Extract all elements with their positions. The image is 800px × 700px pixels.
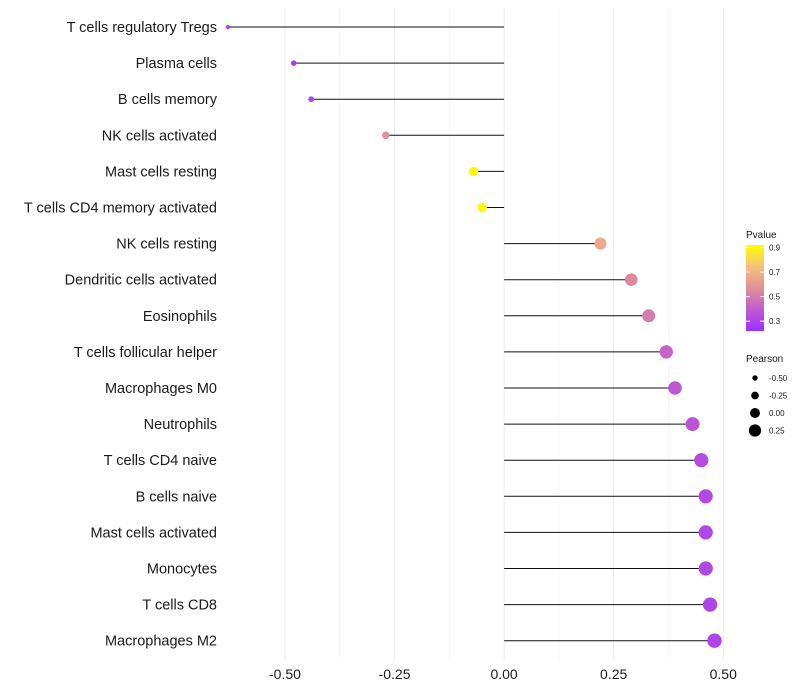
category-label: T cells CD4 naive xyxy=(104,453,217,469)
category-label: T cells regulatory Tregs xyxy=(67,20,217,36)
legend-pvalue-tick-label: 0.5 xyxy=(769,293,781,302)
legend-pvalue-colorbar xyxy=(746,245,764,331)
legend-pearson-dot xyxy=(751,391,759,400)
category-label: Neutrophils xyxy=(144,417,217,433)
category-label: NK cells resting xyxy=(116,237,217,253)
category-label: B cells memory xyxy=(118,92,218,108)
category-label: Macrophages M0 xyxy=(105,381,217,397)
lollipop-point xyxy=(225,24,231,30)
legend-pearson-label: -0.50 xyxy=(769,374,788,383)
x-tick-label: -0.25 xyxy=(379,666,411,682)
x-tick-label: -0.50 xyxy=(269,666,301,682)
point-layer xyxy=(225,24,722,648)
lollipop-point xyxy=(642,309,656,323)
legend-pvalue: Pvalue 0.9 0.7 0.5 0.3 xyxy=(746,230,781,331)
lollipop-point xyxy=(698,525,713,540)
x-tick-label: 0.50 xyxy=(710,666,737,682)
stem-layer xyxy=(228,26,715,642)
lollipop-point xyxy=(290,60,297,66)
legend-pearson-label: 0.25 xyxy=(769,427,785,436)
lollipop-point xyxy=(477,202,487,213)
x-axis-ticks: -0.50 -0.25 0.00 0.25 0.50 xyxy=(269,666,737,682)
category-label: Monocytes xyxy=(147,562,217,578)
category-label: Mast cells resting xyxy=(105,164,217,180)
legend-pearson-label: 0.00 xyxy=(769,409,785,418)
lollipop-point xyxy=(702,597,718,612)
category-label: T cells CD4 memory activated xyxy=(24,201,217,217)
category-label: B cells naive xyxy=(136,489,217,505)
legend-pvalue-tick-label: 0.3 xyxy=(769,317,781,326)
grid-layer xyxy=(284,8,724,660)
category-label: T cells CD8 xyxy=(142,598,217,614)
lollipop-point xyxy=(594,237,607,250)
legend-pearson-dot xyxy=(748,424,762,437)
lollipop-point xyxy=(694,453,709,468)
lollipop-point xyxy=(668,381,682,395)
category-label: T cells follicular helper xyxy=(74,345,217,361)
lollipop-point xyxy=(382,131,390,140)
category-label: Mast cells activated xyxy=(90,525,217,541)
legend-pearson-label: -0.25 xyxy=(769,392,788,401)
category-label: Eosinophils xyxy=(143,309,217,325)
x-tick-label: 0.25 xyxy=(600,666,627,682)
lollipop-point xyxy=(698,561,713,576)
category-label: Macrophages M2 xyxy=(105,634,217,650)
category-labels: T cells regulatory Tregs Plasma cells B ce… xyxy=(24,20,218,650)
lollipop-point xyxy=(468,166,479,177)
legend-pvalue-title: Pvalue xyxy=(746,230,777,241)
category-label: NK cells activated xyxy=(102,128,217,144)
lollipop-point xyxy=(659,345,673,359)
lollipop-point xyxy=(624,273,638,287)
category-label: Dendritic cells activated xyxy=(65,273,217,289)
legend-pearson-dot xyxy=(752,375,758,381)
category-label: Plasma cells xyxy=(136,56,217,72)
lollipop-point xyxy=(685,417,700,432)
legend-pearson-title: Pearson xyxy=(746,354,783,365)
legend-pearson: Pearson -0.50 -0.25 0.00 0.25 xyxy=(746,354,788,437)
legend-pvalue-tick-label: 0.9 xyxy=(769,243,781,252)
x-tick-label: 0.00 xyxy=(490,666,517,682)
lollipop-point xyxy=(698,489,713,504)
legend-pvalue-tick-label: 0.7 xyxy=(769,268,781,277)
lollipop-point xyxy=(308,96,315,103)
lollipop-point xyxy=(707,633,722,648)
legend-pearson-dot xyxy=(750,408,760,418)
